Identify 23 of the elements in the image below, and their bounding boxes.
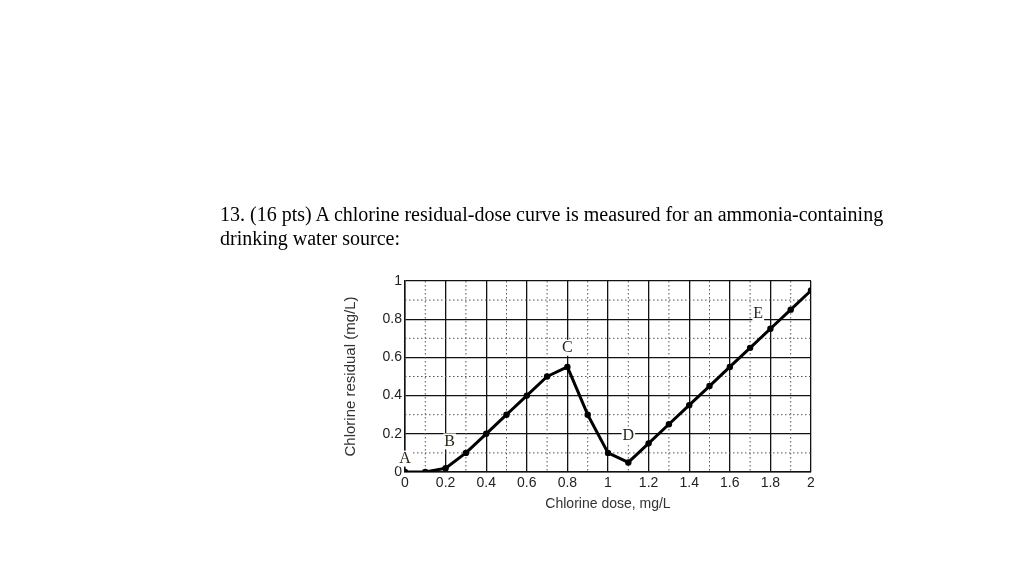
x-tick-label: 0.2 [435, 474, 456, 491]
y-tick-label: 0.8 [382, 310, 403, 327]
y-tick-label: 0.4 [382, 386, 403, 403]
annotation: A [399, 448, 412, 466]
x-tick-label: 0.6 [517, 474, 537, 491]
annotation: D [622, 425, 635, 443]
annotation: E [753, 303, 764, 321]
chart-title: 13. (16 pts) A chlorine residual-dose curve is measured for an ammonia-containing drinking water source: [220, 202, 885, 250]
x-tick-label: 0.8 [557, 474, 578, 491]
x-tick-label: 1.8 [760, 474, 781, 491]
x-tick-label: 1.2 [638, 474, 659, 491]
annotation: C [562, 338, 573, 356]
y-tick-label: 0.6 [382, 348, 403, 365]
x-tick-label: 2 [807, 474, 816, 491]
x-tick-label: 1.6 [720, 474, 740, 491]
y-axis-title: Chlorine residual (mg/L) [341, 296, 359, 457]
y-tick-label: 1 [394, 271, 403, 288]
annotation: B [444, 431, 455, 449]
x-tick-label: 0.4 [476, 474, 497, 491]
x-axis-title: Chlorine dose, mg/L [545, 495, 671, 512]
x-tick-label: 1.4 [679, 474, 700, 491]
x-tick-label: 1 [604, 474, 613, 491]
y-tick-label: 0.2 [382, 424, 403, 441]
